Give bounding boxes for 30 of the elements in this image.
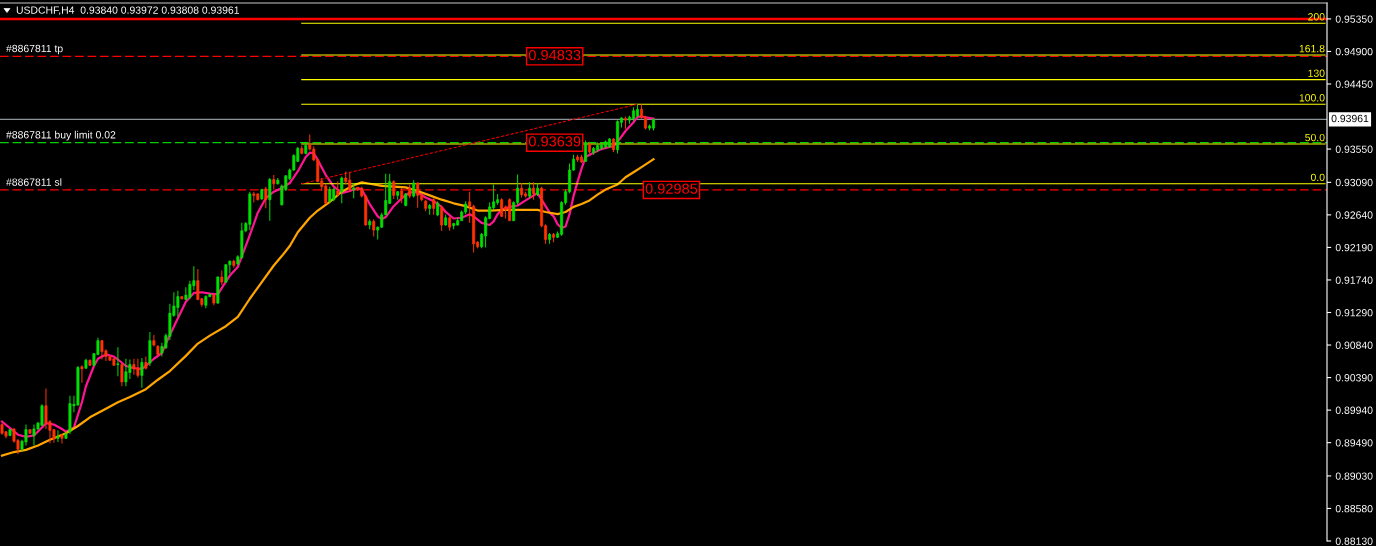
y-tick-label: 0.90840 (1335, 341, 1373, 349)
candlestick (116, 347, 120, 377)
y-tick-label: 0.94450 (1335, 80, 1373, 88)
y-tick-label: 0.93550 (1335, 145, 1373, 153)
y-tick-label: 0.90390 (1335, 374, 1373, 382)
y-tick-label: 0.91740 (1335, 276, 1373, 284)
y-tick-label: 0.89490 (1335, 439, 1373, 447)
y-tick-label: 0.94900 (1335, 47, 1373, 56)
y-tick-label: 0.89940 (1335, 406, 1373, 414)
ref-line-label: #8867811 tp (6, 44, 63, 55)
ref-line-label: 0.93961 (1331, 114, 1369, 123)
series-label: 100.0 (1299, 94, 1325, 102)
series-label: 50.0 (1305, 133, 1325, 142)
ref-line-label: #8867811 buy limit 0.02 (6, 130, 116, 141)
y-tick-label: 0.91290 (1335, 309, 1373, 317)
series-label: 0.0 (1310, 173, 1325, 182)
annotation: 0.92985 (645, 183, 698, 194)
y-tick-label: 0.92640 (1335, 211, 1373, 219)
series-label: 161.8 (1299, 44, 1325, 53)
y-tick-label: 0.93090 (1335, 178, 1373, 187)
annotation: 0.94833 (528, 49, 581, 61)
y-tick-label: 0.92190 (1335, 243, 1373, 252)
y-tick-label: 0.95350 (1335, 15, 1373, 23)
y-tick-label: 0.89030 (1335, 472, 1373, 480)
ref-line-label: #8867811 sl (6, 178, 62, 186)
annotation: 0.93639 (528, 136, 581, 147)
chart-title: USDCHF,H4 0.93840 0.93972 0.93808 0.93961 (16, 6, 240, 16)
y-tick-label: 0.88130 (1335, 537, 1373, 545)
series-label: 130 (1308, 69, 1325, 77)
y-tick-label: 0.88580 (1335, 504, 1373, 513)
